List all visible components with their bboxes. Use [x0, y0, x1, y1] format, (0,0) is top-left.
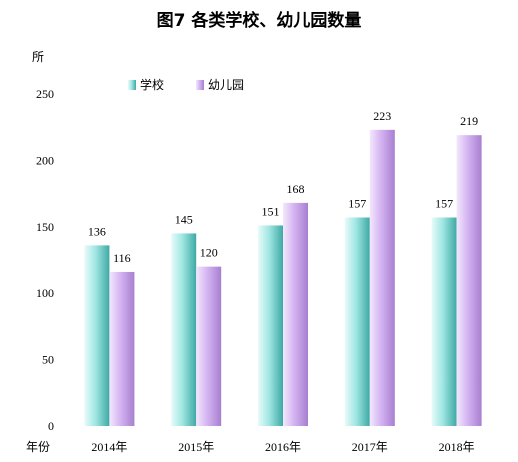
y-tick-label: 0	[48, 419, 54, 433]
legend-label: 学校	[140, 77, 164, 92]
y-axis-title: 所	[32, 50, 44, 64]
legend-label: 幼儿园	[208, 78, 244, 92]
y-tick-label: 200	[36, 153, 54, 167]
x-tick-label: 2016年	[265, 440, 301, 454]
bar-school	[84, 245, 110, 426]
bar-school	[344, 217, 370, 426]
data-label: 157	[435, 197, 453, 211]
data-label: 168	[287, 182, 305, 196]
data-label: 223	[373, 109, 391, 123]
x-tick-label: 2014年	[91, 440, 127, 454]
data-label: 136	[88, 224, 106, 238]
bar-kindergarten	[196, 266, 222, 426]
legend-swatch	[196, 80, 204, 90]
y-tick-label: 50	[42, 353, 54, 367]
x-axis-title: 年份	[26, 440, 50, 454]
bar-school	[431, 217, 457, 426]
y-tick-label: 250	[36, 87, 54, 101]
data-label: 151	[262, 204, 280, 218]
x-tick-label: 2015年	[178, 440, 214, 454]
y-tick-label: 150	[36, 220, 54, 234]
data-label: 145	[175, 212, 193, 226]
x-tick-label: 2017年	[352, 440, 388, 454]
legend-swatch	[128, 80, 136, 90]
data-label: 116	[113, 251, 131, 265]
bar-school	[258, 225, 283, 426]
bar-kindergarten	[109, 271, 135, 426]
y-tick-label: 100	[36, 286, 54, 300]
bar-kindergarten	[283, 202, 308, 426]
data-label: 157	[348, 197, 366, 211]
bar-school	[171, 233, 197, 426]
bar-kindergarten	[456, 135, 482, 426]
chart-title: 图7 各类学校、幼儿园数量	[156, 11, 362, 31]
data-label: 219	[460, 114, 478, 128]
bar-kindergarten	[369, 129, 395, 426]
x-tick-label: 2018年	[439, 440, 475, 454]
data-label: 120	[200, 246, 218, 260]
